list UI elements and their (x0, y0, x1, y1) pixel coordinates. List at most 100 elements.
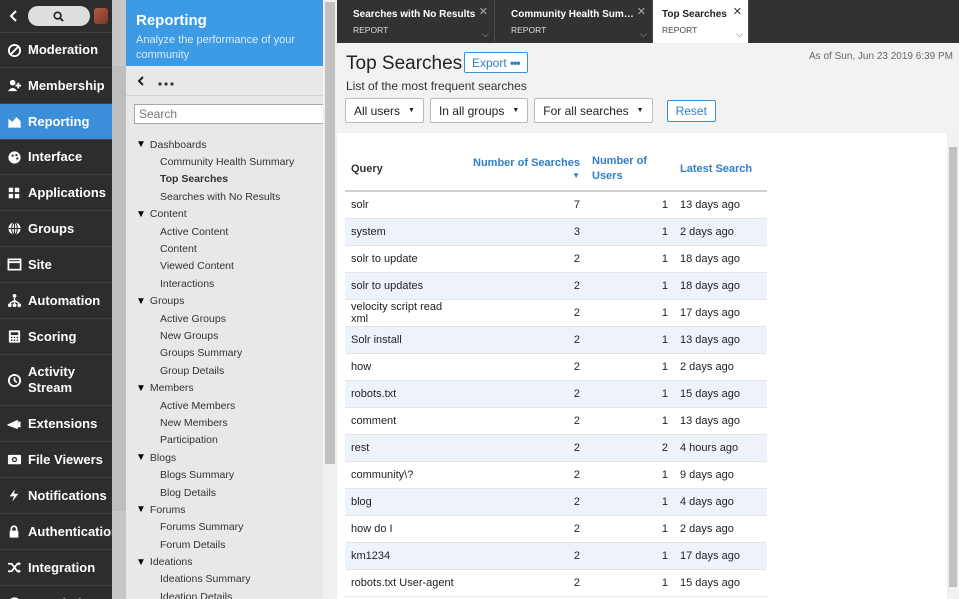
tree-item[interactable]: Ideation Details (160, 590, 233, 599)
close-icon[interactable]: ✕ (478, 6, 488, 18)
nav-item-notifications[interactable]: Notifications (0, 477, 112, 513)
cell-users: 1 (586, 245, 674, 273)
table-row[interactable]: blog 2 1 4 days ago (345, 488, 767, 516)
back-chevron-icon[interactable] (4, 5, 24, 27)
tab-searches-with-no-results[interactable]: Searches with No Results REPORT ✕ ⌵ (337, 0, 495, 43)
main-scrollbar[interactable] (947, 133, 959, 599)
collapse-strip[interactable] (112, 0, 126, 599)
nav-item-scoring[interactable]: Scoring (0, 318, 112, 354)
table-row[interactable]: rest 2 2 4 hours ago (345, 434, 767, 462)
table-row[interactable]: Solr install 2 1 13 days ago (345, 326, 767, 354)
tree-item[interactable]: Searches with No Results (160, 190, 281, 203)
tree-item[interactable]: Ideations Summary (160, 573, 251, 586)
nav-item-label: Translation (28, 596, 97, 599)
tree-item[interactable]: Top Searches (160, 173, 229, 186)
nav-item-authentication[interactable]: Authentication (0, 513, 112, 549)
tree-item[interactable]: Active Content (160, 225, 229, 238)
user-avatar[interactable] (93, 8, 108, 24)
caret-down-icon: ▼ (408, 107, 415, 114)
tree-item[interactable]: New Groups (160, 329, 219, 342)
tree-item[interactable]: Participation (160, 434, 218, 447)
tree-item[interactable]: Blogs Summary (160, 469, 235, 482)
close-icon[interactable]: ✕ (732, 6, 742, 18)
tree-item[interactable]: Active Groups (160, 312, 226, 325)
panel-scrollbar[interactable] (323, 0, 337, 599)
table-row[interactable]: solr to update 2 1 18 days ago (345, 245, 767, 273)
column-query[interactable]: Query (345, 148, 460, 192)
nav-item-reporting[interactable]: Reporting (0, 103, 112, 139)
panel-search-input[interactable] (134, 104, 323, 124)
table-row[interactable]: how 2 1 2 days ago (345, 353, 767, 381)
main-area: Searches with No Results REPORT ✕ ⌵ Communit… (337, 0, 959, 599)
tree-item[interactable]: Content (160, 243, 197, 256)
nav-item-translation[interactable]: Translation (0, 585, 112, 599)
main-scrollbar-thumb[interactable] (949, 147, 957, 587)
tree-group-blogs[interactable]: ▼ Blogs (126, 449, 323, 466)
table-row[interactable]: comment 2 1 13 days ago (345, 407, 767, 435)
membership-icon (6, 78, 22, 94)
tree-item[interactable]: Groups Summary (160, 347, 243, 360)
table-row[interactable]: robots.txt User-agent 2 1 15 days ago (345, 569, 767, 597)
export-button[interactable]: Export ••• (464, 52, 528, 73)
tree-group-members[interactable]: ▼ Members (126, 379, 323, 396)
tree-item[interactable]: Group Details (160, 364, 225, 377)
panel-scrollbar-thumb[interactable] (325, 2, 335, 464)
tree-item[interactable]: Forums Summary (160, 521, 244, 534)
more-options-icon[interactable] (158, 73, 174, 89)
nav-item-file-viewers[interactable]: File Viewers (0, 441, 112, 477)
nav-item-moderation[interactable]: Moderation (0, 32, 112, 67)
site-icon (6, 257, 22, 273)
column-number-of-users[interactable]: Number of Users (586, 148, 674, 192)
tree-item[interactable]: Blog Details (160, 486, 217, 499)
table-row[interactable]: community\? 2 1 9 days ago (345, 461, 767, 489)
applications-icon (6, 185, 22, 201)
table-row[interactable]: robots.txt 2 1 15 days ago (345, 380, 767, 408)
tree-group-content[interactable]: ▼ Content (126, 206, 323, 223)
nav-item-site[interactable]: Site (0, 246, 112, 282)
tree-group-dashboards[interactable]: ▼ Dashboards (126, 136, 323, 153)
nav-item-automation[interactable]: Automation (0, 282, 112, 318)
tree-item[interactable]: New Members (160, 416, 228, 429)
column-number-of-searches[interactable]: Number of Searches ▼ (460, 148, 586, 192)
nav-item-membership[interactable]: Membership (0, 67, 112, 103)
tree-group-ideations[interactable]: ▼ Ideations (126, 553, 323, 570)
chevron-down-icon[interactable]: ⌵ (482, 29, 489, 39)
tab-community-health-summary[interactable]: Community Health Summary REPORT ✕ ⌵ (495, 0, 653, 43)
filter-dropdown-2[interactable]: In all groups ▼ (429, 98, 529, 123)
tree-item[interactable]: Forum Details (160, 538, 226, 551)
close-icon[interactable]: ✕ (636, 6, 646, 18)
table-row[interactable]: solr to updates 2 1 18 days ago (345, 272, 767, 300)
table-row[interactable]: km1234 2 1 17 days ago (345, 542, 767, 570)
tree-group-label: Blogs (149, 451, 177, 464)
table-row[interactable]: system 3 1 2 days ago (345, 218, 767, 246)
nav-item-interface[interactable]: Interface (0, 139, 112, 174)
nav-item-activity-stream[interactable]: Activity Stream (0, 354, 112, 405)
tab-top-searches[interactable]: Top Searches REPORT ✕ ⌵ (653, 0, 749, 43)
nav-item-extensions[interactable]: Extensions (0, 405, 112, 441)
reset-button[interactable]: Reset (666, 99, 716, 122)
tree-item[interactable]: Active Members (160, 399, 236, 412)
chevron-down-icon[interactable]: ⌵ (640, 29, 647, 39)
cell-users: 1 (586, 542, 674, 570)
column-latest-search[interactable]: Latest Search (674, 148, 767, 192)
tree-item[interactable]: Viewed Content (160, 260, 234, 273)
tree-group-forums[interactable]: ▼ Forums (126, 501, 323, 518)
tab-subtitle: REPORT (353, 25, 389, 35)
nav-search-button[interactable] (27, 6, 90, 26)
nav-item-applications[interactable]: Applications (0, 174, 112, 210)
filter-dropdown-1[interactable]: All users ▼ (345, 98, 424, 123)
tree-item[interactable]: Community Health Summary (160, 156, 295, 169)
chevron-left-icon[interactable] (136, 73, 146, 89)
nav-item-label: Authentication (28, 523, 112, 539)
filter-dropdown-3[interactable]: For all searches ▼ (534, 98, 653, 123)
chevron-down-icon[interactable]: ⌵ (736, 29, 743, 39)
nav-item-groups[interactable]: Groups (0, 210, 112, 246)
collapse-strip-thumb[interactable] (112, 66, 126, 511)
tree-group-groups[interactable]: ▼ Groups (126, 293, 323, 310)
table-row[interactable]: velocity script read xml 2 1 17 days ago (345, 299, 767, 327)
tab-title: Top Searches (662, 9, 727, 20)
tree-item[interactable]: Interactions (160, 277, 215, 290)
nav-item-integration[interactable]: Integration (0, 549, 112, 585)
table-row[interactable]: solr 7 1 13 days ago (345, 191, 767, 219)
